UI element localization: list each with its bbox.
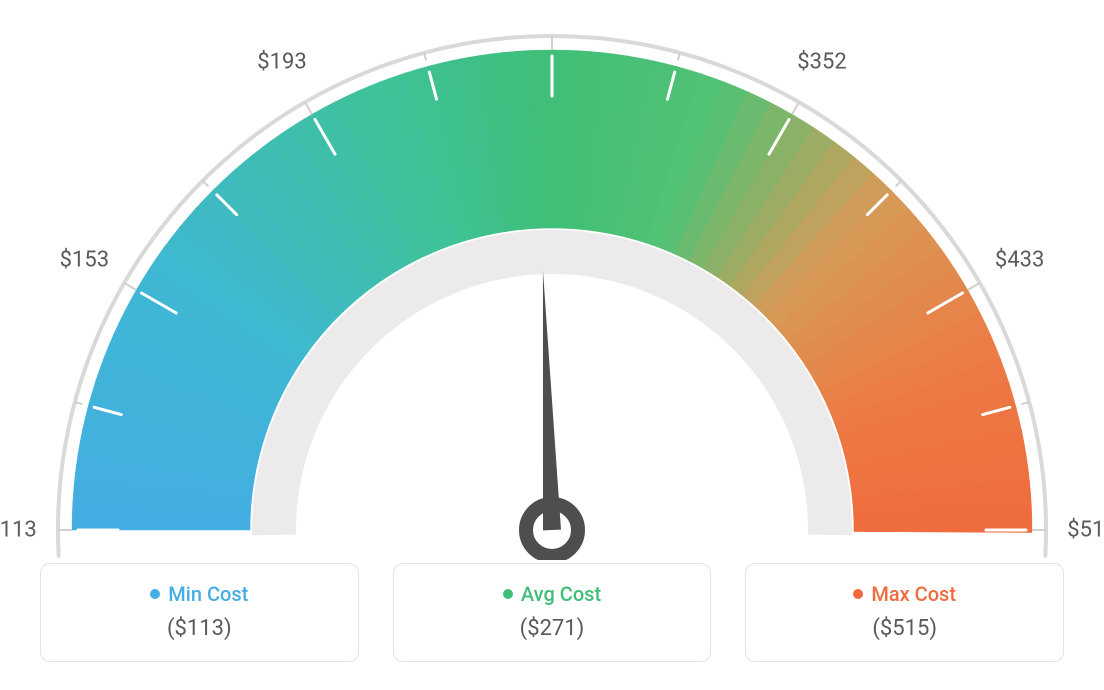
legend-row: Min Cost ($113) Avg Cost ($271) Max Cost…: [40, 563, 1064, 662]
legend-min-label: Min Cost: [168, 582, 248, 606]
cost-gauge: $113$153$193$271$352$433$515: [0, 0, 1104, 560]
legend-min-value: ($113): [51, 616, 348, 641]
legend-card-avg: Avg Cost ($271): [393, 563, 712, 662]
legend-card-max: Max Cost ($515): [745, 563, 1064, 662]
gauge-tick-label: $113: [0, 518, 37, 543]
legend-avg-label: Avg Cost: [521, 582, 601, 606]
legend-avg-value: ($271): [404, 616, 701, 641]
dot-max: [853, 589, 863, 599]
legend-max-value: ($515): [756, 616, 1053, 641]
gauge-tick-label: $433: [995, 248, 1044, 273]
dot-min: [150, 589, 160, 599]
gauge-tick-label: $352: [797, 50, 846, 75]
gauge-tick-label: $515: [1067, 518, 1104, 543]
gauge-tick-label: $153: [60, 248, 109, 273]
dot-avg: [503, 589, 513, 599]
gauge-tick-label: $193: [257, 50, 306, 75]
legend-max-label: Max Cost: [871, 582, 956, 606]
legend-card-min: Min Cost ($113): [40, 563, 359, 662]
